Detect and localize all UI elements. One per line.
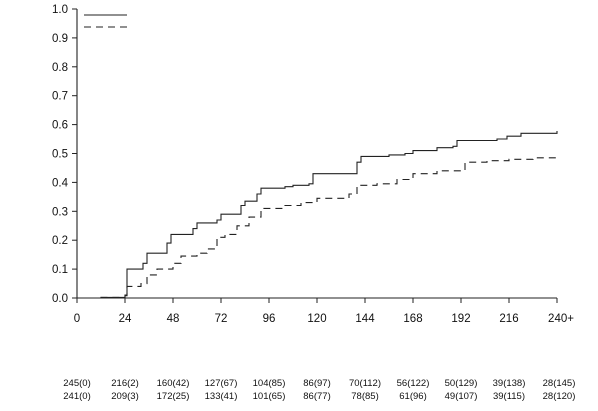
y-tick-label: 0.1	[52, 264, 68, 276]
risk-table-cell: 70(112)	[349, 378, 381, 389]
axes: 0.0 0.1 0.2 0.3 0.4 0.5 0.6 0.7 0.8 0.9 1.0 0 24 48 72…	[52, 4, 574, 325]
risk-table-cell: 172(25)	[157, 391, 190, 402]
risk-table-cell: 61(96)	[399, 391, 426, 402]
risk-table-cell: 86(77)	[303, 391, 330, 402]
x-tick-label: 192	[451, 313, 470, 325]
risk-table: 245(0) 216(2) 160(42) 127(67) 104(85) 86(97) 7…	[63, 378, 575, 402]
series-line-dashed	[77, 156, 558, 299]
risk-table-cell: 133(41)	[205, 391, 238, 402]
y-tick-label: 0.9	[52, 33, 68, 45]
y-tick-label: 0.8	[52, 62, 68, 74]
y-tick-label: 0.5	[52, 149, 68, 161]
risk-table-cell: 101(65)	[253, 391, 286, 402]
x-tick-label: 144	[355, 313, 375, 325]
risk-table-cell: 39(115)	[493, 391, 525, 402]
risk-table-cell: 39(138)	[493, 378, 526, 389]
y-tick-label: 0.7	[52, 91, 68, 103]
y-tick-label: 0.0	[52, 293, 68, 305]
legend	[84, 14, 127, 28]
risk-table-cell: 56(122)	[397, 378, 430, 389]
x-tick-label: 72	[215, 313, 228, 325]
y-tick-label: 1.0	[52, 4, 68, 16]
y-tick-label: 0.3	[52, 206, 68, 218]
x-tick-label: 96	[263, 313, 276, 325]
risk-table-cell: 28(120)	[543, 391, 576, 402]
x-tick-label: 120	[307, 313, 326, 325]
risk-table-cell: 28(145)	[543, 378, 576, 389]
risk-table-cell: 241(0)	[63, 391, 90, 402]
x-tick-label: 0	[74, 313, 80, 325]
y-tick-label: 0.6	[52, 120, 68, 132]
risk-table-cell: 216(2)	[111, 378, 138, 389]
x-tick-label: 240+	[548, 313, 574, 325]
x-tick-label: 168	[403, 313, 422, 325]
risk-table-cell: 50(129)	[445, 378, 478, 389]
series-line-solid	[77, 131, 558, 299]
risk-table-cell: 104(85)	[253, 378, 286, 389]
y-tick-label: 0.2	[52, 235, 68, 247]
risk-table-cell: 78(85)	[351, 391, 378, 402]
risk-table-cell: 245(0)	[63, 378, 90, 389]
y-tick-label: 0.4	[52, 177, 69, 189]
x-tick-label: 24	[119, 313, 132, 325]
series-group	[77, 131, 558, 299]
x-tick-label: 216	[499, 313, 518, 325]
risk-table-cell: 49(107)	[445, 391, 478, 402]
risk-table-cell: 209(3)	[111, 391, 138, 402]
x-tick-label: 48	[167, 313, 180, 325]
risk-table-cell: 160(42)	[157, 378, 190, 389]
risk-table-cell: 86(97)	[303, 378, 330, 389]
risk-table-cell: 127(67)	[205, 378, 238, 389]
